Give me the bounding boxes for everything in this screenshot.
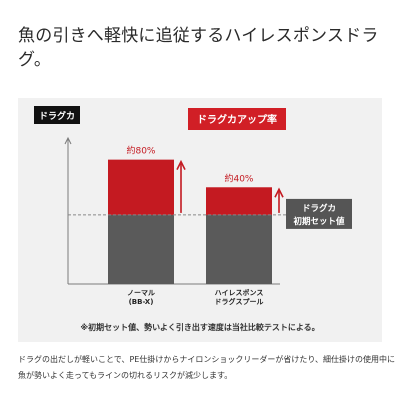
increase-arrowhead-1 (274, 187, 284, 198)
increase-label: ドラグカアップ率 (197, 113, 277, 126)
y-axis-arrowhead (64, 136, 72, 145)
category-label-0: ノーマル (127, 289, 155, 297)
headline: 魚の引きへ軽快に追従するハイレスポンスドラ グ。 (18, 24, 388, 72)
baseline-label-line2: 初期セット値 (293, 216, 345, 227)
data-label-1: 約40% (224, 172, 253, 184)
category-sublabel-1: ドラグスプール (215, 297, 264, 306)
drag-force-chart: ドラグカ約80%ノーマル(BB-X)約40%ハイレスポンスドラグスプールドラグカ… (34, 106, 352, 306)
y-axis-label: ドラグカ (39, 110, 75, 122)
headline-line-1: 魚の引きへ軽快に追従するハイレスポンスドラ (18, 26, 379, 46)
category-sublabel-0: (BB-X) (129, 298, 154, 306)
baseline-label-box (286, 198, 352, 229)
data-label-0: 約80% (126, 145, 155, 157)
bar-base-0 (108, 214, 174, 284)
baseline-label-line1: ドラグカ (302, 203, 336, 214)
description: ドラグの出だしが軽いことで、PE仕掛けからナイロンショックリーダーが省けたり、細… (18, 352, 395, 384)
bar-increase-1 (206, 187, 272, 215)
increase-label-box (188, 108, 286, 130)
bar-base-1 (206, 214, 272, 284)
chart-panel: ドラグカ 約80% ノーマル (BB-X) 約40% ハイレスポンス ドラグスプール ドラグカ… (18, 98, 382, 342)
bar-increase-0 (108, 159, 174, 215)
category-label-1: ハイレスポンス (215, 288, 264, 297)
y-axis-label-box (34, 106, 80, 124)
headline-line-2: グ。 (18, 50, 52, 70)
description-line-2: 魚が勢いよく走ってもラインの切れるリスクが減少します。 (18, 371, 233, 380)
footnote: ※初期セット値、勢いよく引き出す速度は当社比較テストによる。 (80, 323, 320, 332)
increase-arrowhead-0 (176, 159, 186, 170)
description-line-1: ドラグの出だしが軽いことで、PE仕掛けからナイロンショックリーダーが省けたり、細… (18, 355, 395, 364)
